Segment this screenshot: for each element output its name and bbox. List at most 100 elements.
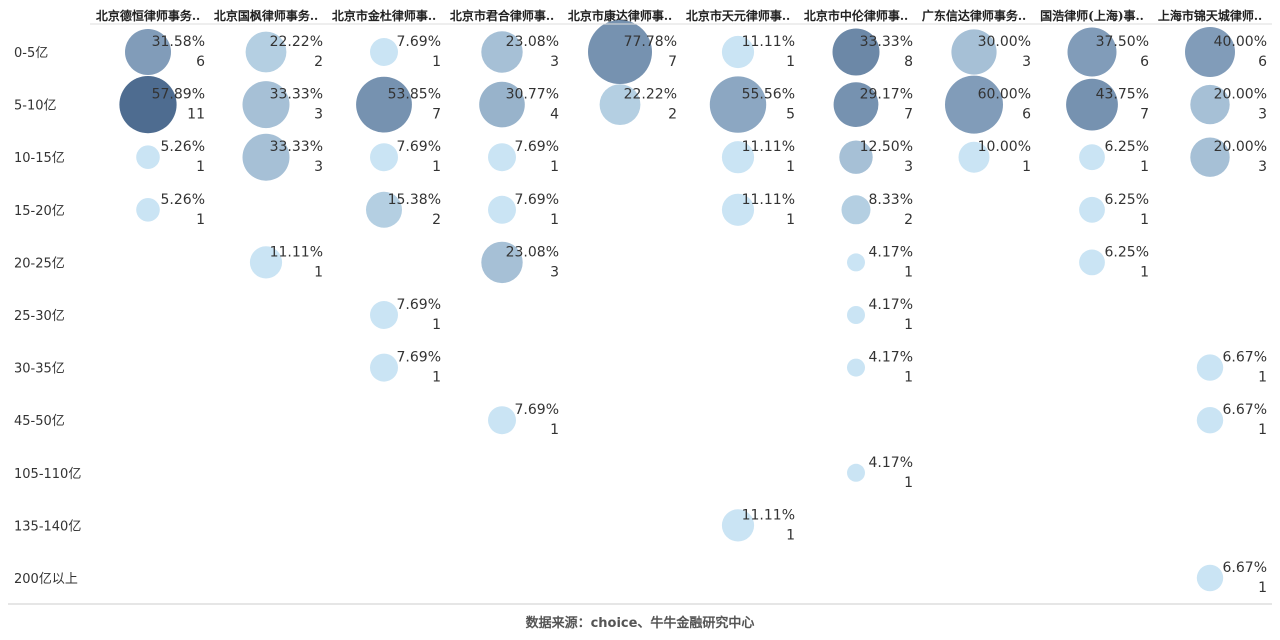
column-label: 国浩律师(上海)事..	[1040, 8, 1144, 23]
column-label: 北京市康达律师事..	[568, 8, 672, 23]
percent-label: 7.69%	[515, 192, 559, 208]
percent-label: 4.17%	[869, 350, 913, 366]
bubble	[370, 143, 398, 172]
count-label: 1	[904, 264, 913, 280]
count-label: 3	[550, 54, 559, 70]
bubble	[242, 81, 290, 129]
bubble	[488, 195, 516, 224]
row-label: 45-50亿	[14, 414, 65, 429]
count-label: 2	[668, 107, 677, 123]
count-label: 1	[432, 370, 441, 386]
bubble	[709, 76, 767, 133]
bubble	[1079, 249, 1105, 276]
bubble	[1066, 78, 1118, 131]
percent-label: 60.00%	[978, 87, 1031, 103]
count-label: 7	[904, 107, 913, 123]
bubble	[370, 353, 398, 382]
bubble	[833, 82, 879, 127]
percent-label: 6.67%	[1223, 560, 1267, 576]
count-label: 1	[432, 159, 441, 175]
row-label: 0-5亿	[14, 46, 48, 61]
percent-label: 7.69%	[397, 139, 441, 155]
percent-label: 6.25%	[1105, 139, 1149, 155]
count-label: 7	[1140, 107, 1149, 123]
percent-label: 55.56%	[742, 87, 795, 103]
count-label: 3	[1258, 107, 1267, 123]
count-label: 1	[786, 54, 795, 70]
count-label: 7	[668, 54, 677, 70]
percent-label: 20.00%	[1214, 139, 1267, 155]
bubble	[1196, 407, 1224, 434]
row-label: 135-140亿	[14, 519, 81, 534]
row-label: 200亿以上	[14, 572, 78, 587]
percent-label: 7.69%	[515, 139, 559, 155]
bubble	[599, 84, 641, 125]
percent-label: 8.33%	[869, 192, 913, 208]
percent-label: 7.69%	[397, 350, 441, 366]
column-label: 上海市锦天城律师..	[1158, 8, 1262, 23]
percent-label: 33.33%	[270, 87, 323, 103]
percent-label: 22.22%	[624, 87, 677, 103]
bubble	[945, 75, 1003, 134]
bubble	[588, 20, 652, 84]
bubble	[721, 509, 755, 542]
count-label: 2	[904, 212, 913, 228]
bubble	[249, 246, 283, 279]
percent-label: 4.17%	[869, 244, 913, 260]
count-label: 1	[786, 159, 795, 175]
count-label: 1	[1258, 422, 1267, 438]
bubble	[370, 38, 398, 66]
bubble	[1079, 196, 1105, 223]
percent-label: 33.33%	[270, 139, 323, 155]
row-label: 5-10亿	[14, 99, 57, 114]
bubble	[839, 140, 873, 174]
percent-label: 23.08%	[506, 244, 559, 260]
percent-label: 31.58%	[152, 34, 205, 50]
bubbles: 31.58% 6 22.22% 2 7.69% 1 23.08% 3 77.78% 7 11.11%…	[119, 20, 1267, 596]
percent-label: 6.25%	[1105, 244, 1149, 260]
count-label: 6	[1022, 107, 1031, 123]
row-label: 25-30亿	[14, 309, 65, 324]
percent-label: 7.69%	[397, 34, 441, 50]
percent-label: 57.89%	[152, 87, 205, 103]
bubble	[242, 133, 290, 181]
count-label: 1	[314, 264, 323, 280]
bubble	[245, 31, 287, 73]
bubble	[488, 406, 516, 435]
count-label: 3	[550, 264, 559, 280]
count-label: 3	[1022, 54, 1031, 70]
row-labels: 0-5亿 5-10亿 10-15亿 15-20亿 20-25亿 25-30亿 30-35亿 4…	[14, 46, 81, 587]
count-label: 2	[432, 212, 441, 228]
bubble	[1190, 84, 1230, 125]
percent-label: 11.11%	[742, 34, 795, 50]
bubble	[481, 241, 523, 284]
bubble	[119, 76, 177, 134]
bubble	[832, 28, 880, 76]
count-label: 1	[786, 527, 795, 543]
bubble	[1185, 27, 1235, 77]
bubble	[847, 358, 865, 377]
count-label: 1	[550, 159, 559, 175]
percent-label: 23.08%	[506, 34, 559, 50]
column-label: 北京市金杜律师事..	[332, 8, 436, 23]
bubble	[136, 145, 160, 169]
count-label: 4	[550, 107, 559, 123]
column-label: 北京国枫律师事务..	[214, 8, 318, 23]
row-label: 30-35亿	[14, 362, 65, 377]
count-label: 1	[1022, 159, 1031, 175]
column-label: 广东信达律师事务..	[922, 8, 1026, 23]
bubble	[721, 141, 755, 174]
count-label: 1	[1258, 580, 1267, 596]
percent-label: 53.85%	[388, 87, 441, 103]
bubble	[1190, 137, 1230, 177]
count-label: 5	[786, 107, 795, 123]
percent-label: 30.77%	[506, 87, 559, 103]
bubble	[125, 29, 171, 75]
count-label: 1	[550, 422, 559, 438]
bubble	[721, 35, 755, 69]
count-label: 6	[1258, 54, 1267, 70]
count-label: 3	[314, 107, 323, 123]
count-label: 1	[1140, 212, 1149, 228]
column-label: 北京市中伦律师事..	[804, 8, 908, 23]
percent-label: 15.38%	[388, 192, 441, 208]
